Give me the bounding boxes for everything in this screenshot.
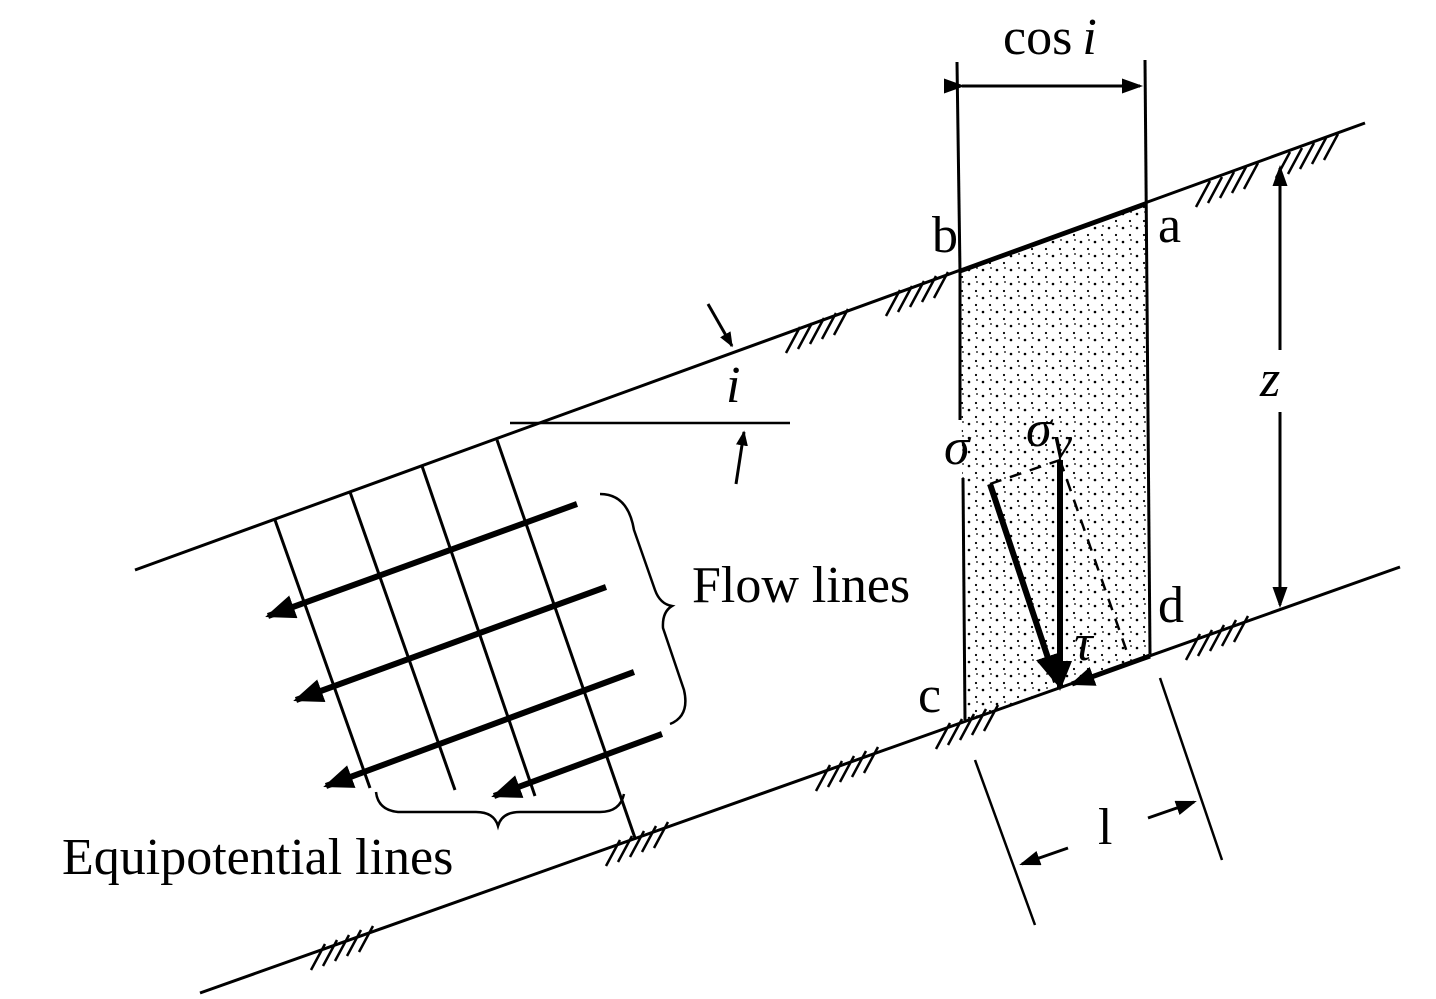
length-arrow-left: [1019, 846, 1069, 866]
sigma-label: σ: [944, 419, 972, 476]
slice-edge-ab: [959, 203, 1146, 274]
slice-width-extension: [955, 61, 962, 273]
equipotential-lines-brace: [374, 791, 626, 831]
width-label: cos i: [1003, 9, 1097, 66]
ground-hatch-icon: [309, 132, 1340, 972]
depth-z-label: z: [1259, 351, 1280, 408]
sigma-v-label: σv: [1026, 401, 1073, 468]
ground-surface-line: [134, 121, 1366, 572]
equipotential-lines-label: Equipotential lines: [62, 829, 453, 886]
slip-surface-line: [199, 565, 1401, 995]
flow-lines: [265, 501, 664, 799]
point-b-label: b: [932, 207, 958, 264]
length-l-label: l: [1098, 799, 1112, 856]
slice-edge-bc-lower: [961, 477, 967, 721]
length-extension-left: [973, 759, 1037, 926]
length-arrow-right: [1147, 800, 1197, 820]
point-d-label: d: [1158, 577, 1184, 634]
angle-i-label: i: [726, 357, 740, 414]
slice-edge-ad: [1143, 59, 1152, 655]
angle-arrow-upper: [706, 303, 734, 348]
angle-arrow-lower: [734, 430, 748, 485]
flow-lines-brace: [599, 492, 687, 726]
tau-arrow: [1069, 653, 1151, 687]
point-c-label: c: [918, 667, 941, 724]
length-extension-right: [1158, 677, 1224, 861]
point-a-label: a: [1158, 197, 1181, 254]
tau-label: τ: [1074, 615, 1095, 672]
flow-lines-label: Flow lines: [692, 557, 910, 614]
sigma-v-dashed-line: [1058, 459, 1130, 656]
sigma-normal-arrow: [987, 483, 1059, 685]
